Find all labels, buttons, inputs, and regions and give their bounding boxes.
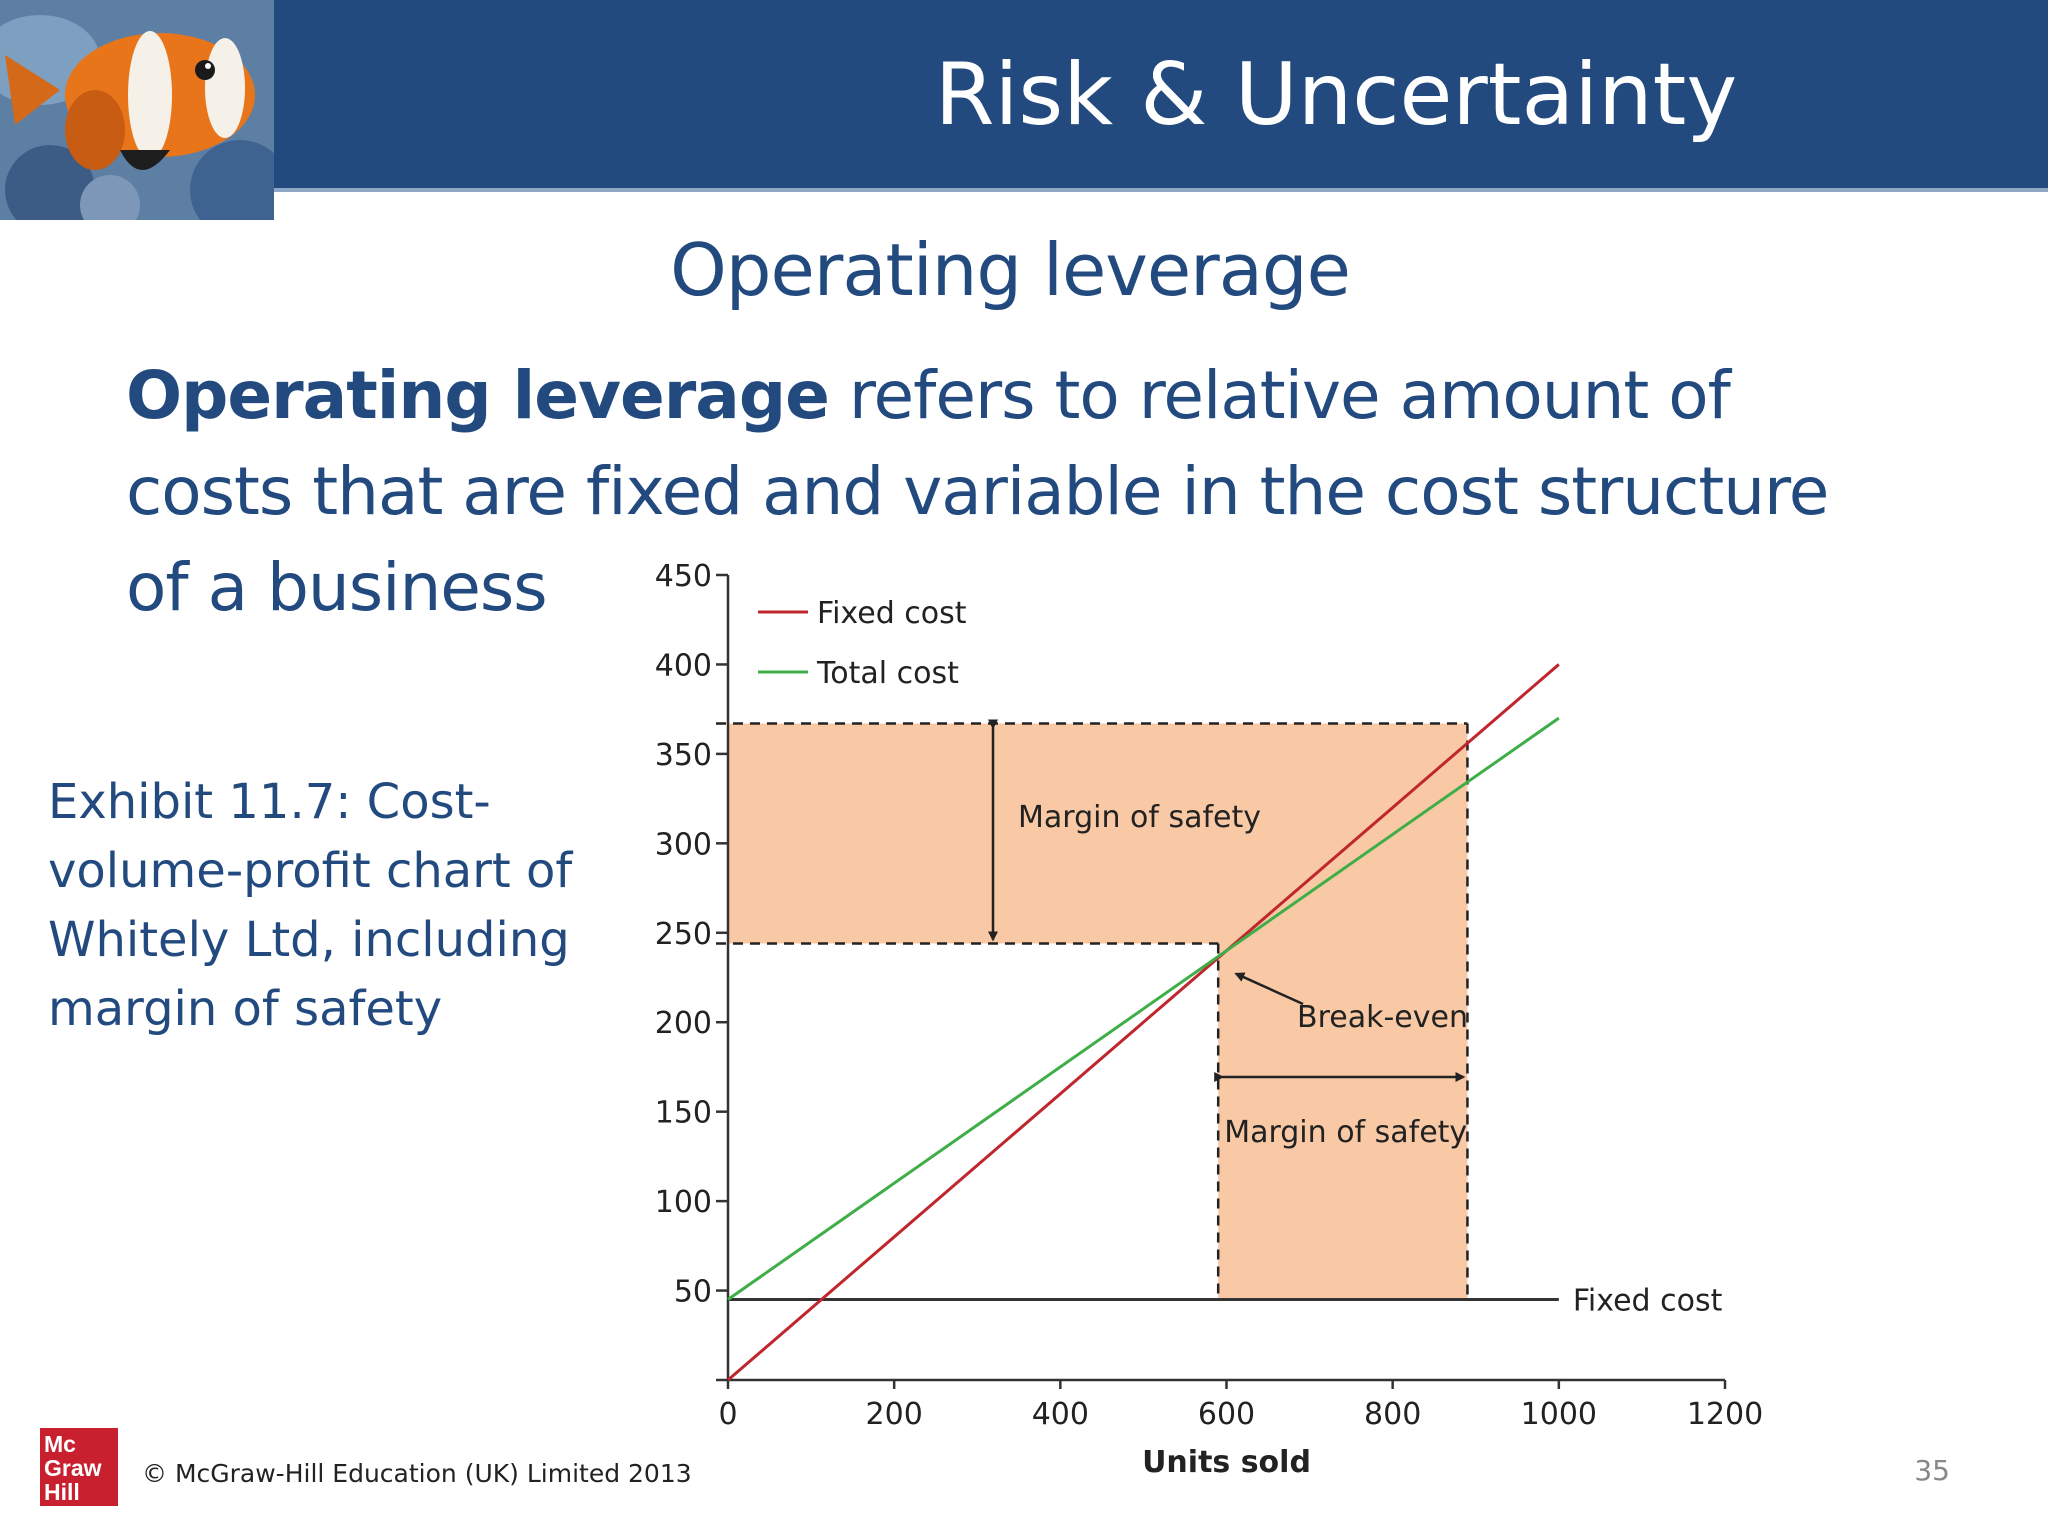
legend-label: Fixed cost: [817, 596, 967, 631]
page-number: 35: [1914, 1454, 1950, 1487]
footer-copyright: © McGraw-Hill Education (UK) Limited 201…: [142, 1459, 692, 1488]
margin-of-safety-units-area: [1218, 943, 1468, 1300]
fixed-cost-line-label: Fixed cost: [1573, 1284, 1723, 1319]
svg-text:Hill: Hill: [44, 1479, 80, 1505]
y-tick-label: 200: [655, 1006, 712, 1041]
definition-term: Operating leverage: [126, 357, 830, 434]
x-tick-label: 0: [718, 1397, 737, 1432]
x-tick-label: 1200: [1687, 1397, 1763, 1432]
exhibit-caption: Exhibit 11.7: Cost-volume-profit chart o…: [48, 774, 573, 1037]
y-tick-label: 150: [655, 1096, 712, 1131]
legend-label: Total cost: [816, 656, 959, 691]
slide-subtitle: Operating leverage: [670, 228, 1351, 312]
y-tick-label: 250: [655, 917, 712, 952]
y-tick-label: 350: [655, 738, 712, 773]
break-even-label: Break-even: [1297, 1000, 1468, 1035]
y-tick-label: 100: [655, 1185, 712, 1220]
break-even-arrow: [1234, 972, 1304, 1006]
header-bar: [274, 0, 2048, 192]
x-tick-label: 800: [1364, 1397, 1421, 1432]
x-tick-label: 600: [1198, 1397, 1255, 1432]
definition-body: refers to relative amount of costs that …: [126, 357, 1829, 626]
margin-of-safety-label-bottom: Margin of safety: [1224, 1115, 1467, 1150]
x-axis-title: Units sold: [1142, 1445, 1311, 1480]
margin-of-safety-label-top: Margin of safety: [1018, 800, 1261, 835]
svg-text:Graw: Graw: [44, 1455, 102, 1481]
svg-text:Mc: Mc: [44, 1431, 76, 1457]
fixed-cost-series-line: [727, 663, 1560, 1382]
total-cost-series-line: [727, 716, 1560, 1301]
definition-text: Operating leverage refers to relative am…: [126, 348, 1886, 636]
mcgraw-hill-logo: Mc Graw Hill: [40, 1428, 118, 1506]
y-tick-label: 400: [655, 648, 712, 683]
x-tick-label: 1000: [1521, 1397, 1597, 1432]
y-tick-label: 50: [674, 1275, 712, 1310]
x-tick-label: 200: [866, 1397, 923, 1432]
y-tick-label: 300: [655, 827, 712, 862]
slide-title: Risk & Uncertainty: [934, 45, 1738, 145]
clownfish-logo: [0, 0, 274, 220]
x-tick-label: 400: [1032, 1397, 1089, 1432]
margin-of-safety-sales-area: [728, 723, 1468, 944]
y-tick-label: 450: [655, 559, 712, 594]
